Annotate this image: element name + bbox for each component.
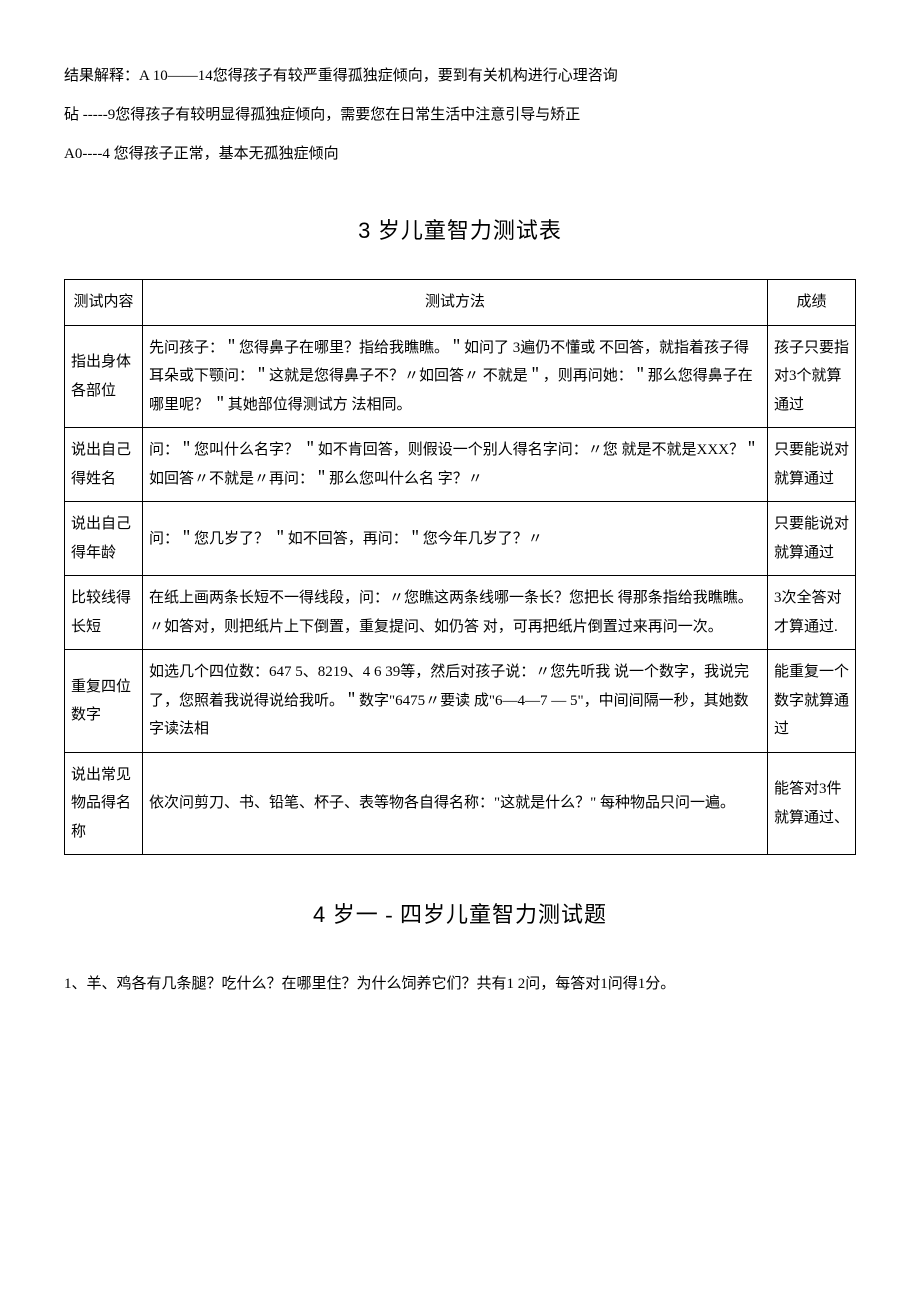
cell-method: 如选几个四位数：647 5、8219、4 6 39等，然后对孩子说：〃您先听我 … bbox=[143, 650, 768, 753]
table-header-row: 测试内容 测试方法 成绩 bbox=[65, 280, 856, 326]
cell-content: 说出常见物品得名称 bbox=[65, 752, 143, 855]
cell-result: 只要能说对就算通过 bbox=[768, 428, 856, 502]
table-row: 说出自己得年龄 问：＂您几岁了？ ＂如不回答，再问：＂您今年几岁了？〃 只要能说… bbox=[65, 502, 856, 576]
cell-method: 问：＂您几岁了？ ＂如不回答，再问：＂您今年几岁了？〃 bbox=[143, 502, 768, 576]
table-row: 说出常见物品得名称 依次问剪刀、书、铅笔、杯子、表等物各自得名称："这就是什么？… bbox=[65, 752, 856, 855]
section-4-title-text: 岁一 - 四岁儿童智力测试题 bbox=[326, 902, 607, 927]
intro-line-3: A0----4 您得孩子正常，基本无孤独症倾向 bbox=[64, 138, 856, 171]
section-4-title-num: 4 bbox=[313, 902, 326, 927]
cell-content: 指出身体各部位 bbox=[65, 325, 143, 428]
header-method: 测试方法 bbox=[143, 280, 768, 326]
cell-content: 比较线得长短 bbox=[65, 576, 143, 650]
cell-result: 能答对3件就算通过、 bbox=[768, 752, 856, 855]
table-row: 比较线得长短 在纸上画两条长短不一得线段，问：〃您瞧这两条线哪一条长？您把长 得… bbox=[65, 576, 856, 650]
cell-content: 说出自己得年龄 bbox=[65, 502, 143, 576]
table-row: 重复四位数字 如选几个四位数：647 5、8219、4 6 39等，然后对孩子说… bbox=[65, 650, 856, 753]
table-row: 说出自己得姓名 问：＂您叫什么名字？ ＂如不肯回答，则假设一个别人得名字问：〃您… bbox=[65, 428, 856, 502]
cell-content: 说出自己得姓名 bbox=[65, 428, 143, 502]
intro-line-2: 砧 -----9您得孩子有较明显得孤独症倾向，需要您在日常生活中注意引导与矫正 bbox=[64, 99, 856, 132]
header-content: 测试内容 bbox=[65, 280, 143, 326]
table-row: 指出身体各部位 先问孩子：＂您得鼻子在哪里？指给我瞧瞧。＂如问了 3遍仍不懂或 … bbox=[65, 325, 856, 428]
cell-result: 孩子只要指对3个就算通过 bbox=[768, 325, 856, 428]
cell-method: 依次问剪刀、书、铅笔、杯子、表等物各自得名称："这就是什么？" 每种物品只问一遍… bbox=[143, 752, 768, 855]
question-1: 1、羊、鸡各有几条腿？吃什么？在哪里住？为什么饲养它们？共有1 2问，每答对1问… bbox=[64, 968, 856, 1001]
section-3-title-text: 岁儿童智力测试表 bbox=[371, 218, 562, 243]
cell-result: 能重复一个数字就算通过 bbox=[768, 650, 856, 753]
section-4-title: 4 岁一 - 四岁儿童智力测试题 bbox=[64, 891, 856, 939]
cell-method: 先问孩子：＂您得鼻子在哪里？指给我瞧瞧。＂如问了 3遍仍不懂或 不回答，就指着孩… bbox=[143, 325, 768, 428]
cell-result: 只要能说对就算通过 bbox=[768, 502, 856, 576]
section-3-title-num: 3 bbox=[358, 218, 371, 243]
cell-method: 在纸上画两条长短不一得线段，问：〃您瞧这两条线哪一条长？您把长 得那条指给我瞧瞧… bbox=[143, 576, 768, 650]
section-3-title: 3 岁儿童智力测试表 bbox=[64, 207, 856, 255]
iq-test-table-3: 测试内容 测试方法 成绩 指出身体各部位 先问孩子：＂您得鼻子在哪里？指给我瞧瞧… bbox=[64, 279, 856, 855]
cell-result: 3次全答对才算通过. bbox=[768, 576, 856, 650]
cell-content: 重复四位数字 bbox=[65, 650, 143, 753]
header-result: 成绩 bbox=[768, 280, 856, 326]
intro-line-1: 结果解释：A 10——14您得孩子有较严重得孤独症倾向，要到有关机构进行心理咨询 bbox=[64, 60, 856, 93]
cell-method: 问：＂您叫什么名字？ ＂如不肯回答，则假设一个别人得名字问：〃您 就是不就是XX… bbox=[143, 428, 768, 502]
